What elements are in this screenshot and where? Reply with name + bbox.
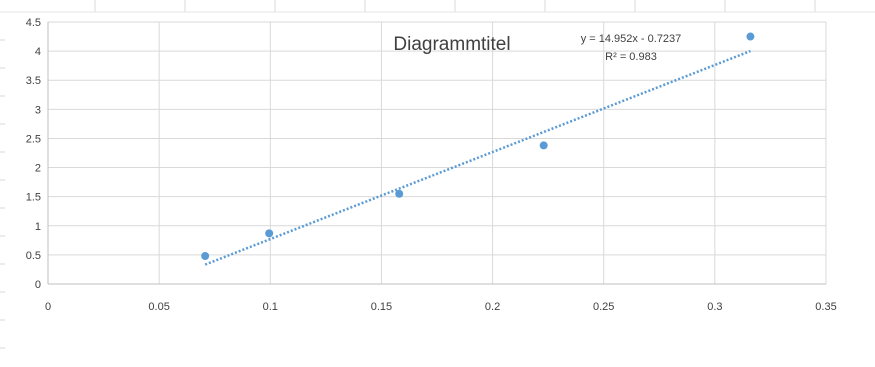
trendline-layer (204, 49, 751, 266)
y-tick-label: 2 (35, 163, 41, 175)
linear-trendline (204, 49, 751, 266)
data-point[interactable] (201, 252, 210, 261)
trendline-r2[interactable]: R² = 0.983 (605, 51, 657, 63)
trendline-equation[interactable]: y = 14.952x - 0.7237 (581, 33, 682, 45)
x-tick-label: 0.15 (371, 301, 392, 313)
axes (47, 22, 826, 285)
y-tick-label: 3.5 (26, 75, 41, 87)
y-tick-label: 1.5 (26, 192, 41, 204)
y-tick-label: 3 (35, 104, 41, 116)
x-tick-label: 0.25 (593, 301, 614, 313)
gridlines (48, 21, 827, 284)
x-tick-label: 0.2 (485, 301, 500, 313)
data-point[interactable] (539, 141, 548, 150)
x-tick-label: 0.3 (707, 301, 722, 313)
tick-labels: 0 0.5 1 1.5 2 2.5 3 3.5 4 4.5 0 0.05 0.1 0.15 0.2 0.25 0… (26, 17, 837, 313)
data-points (201, 32, 755, 261)
y-tick-label: 2.5 (26, 133, 41, 145)
data-point[interactable] (395, 189, 404, 198)
x-tick-label: 0.05 (148, 301, 169, 313)
y-tick-label: 1 (35, 221, 41, 233)
y-tick-label: 4.5 (26, 17, 41, 29)
y-tick-label: 0.5 (26, 250, 41, 262)
chart-title[interactable]: Diagrammtitel (393, 34, 510, 55)
y-tick-label: 4 (35, 46, 41, 58)
x-tick-label: 0.35 (815, 301, 836, 313)
y-tick-label: 0 (35, 279, 41, 291)
x-tick-label: 0.1 (263, 301, 278, 313)
data-point[interactable] (265, 229, 274, 238)
x-tick-label: 0 (45, 301, 51, 313)
data-point[interactable] (746, 32, 755, 41)
